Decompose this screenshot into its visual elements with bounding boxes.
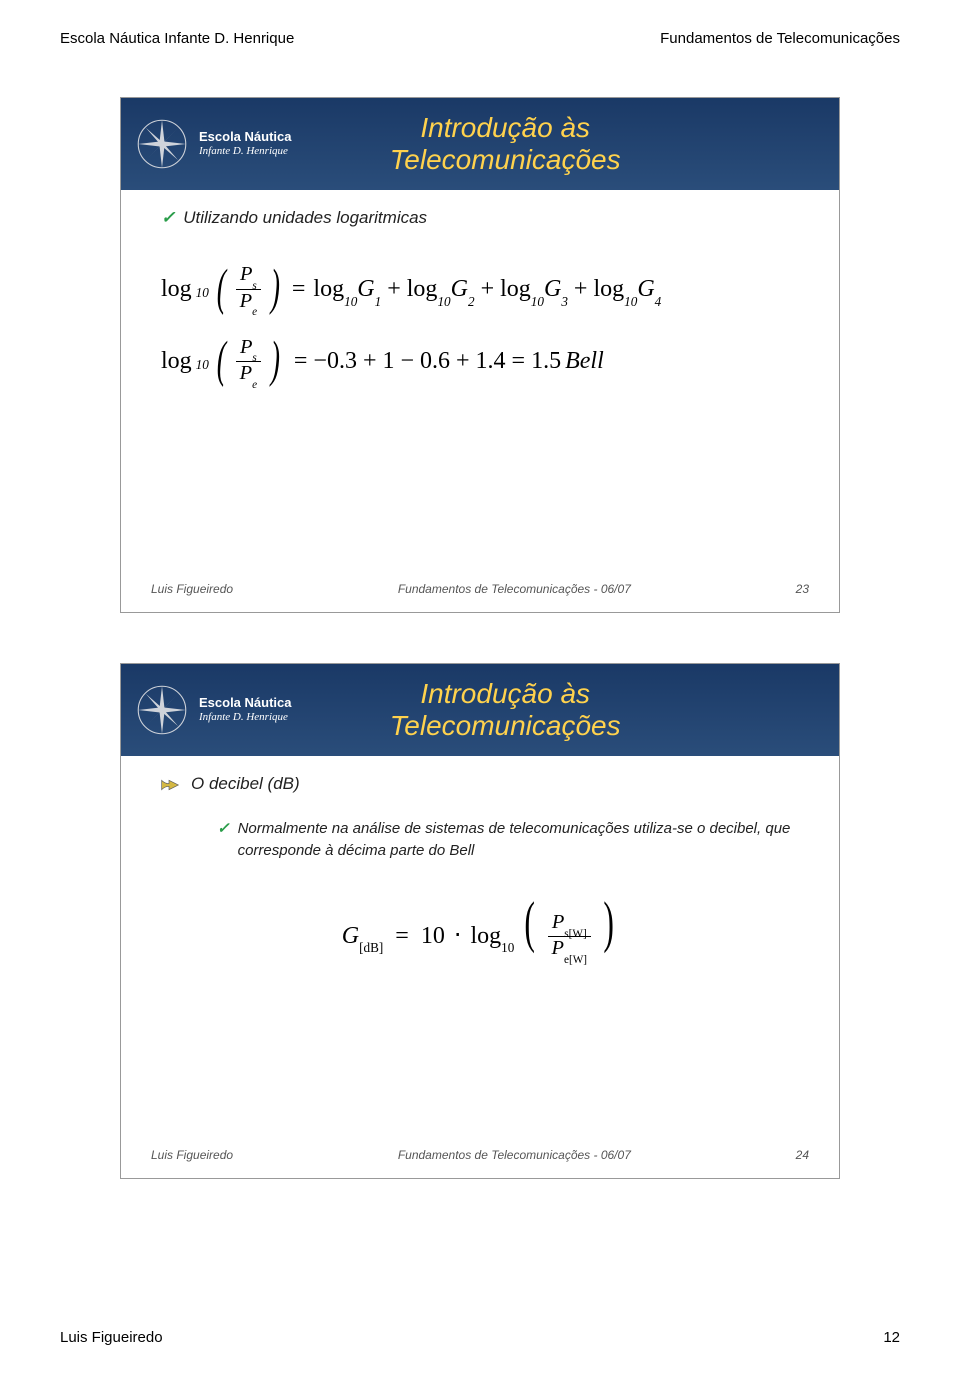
slide-footer: Luis Figueiredo Fundamentos de Telecomun… bbox=[121, 1136, 839, 1178]
footer-course: Fundamentos de Telecomunicações - 06/07 bbox=[398, 582, 631, 596]
logo-block: Escola Náutica Infante D. Henrique bbox=[135, 683, 292, 737]
num-sub3: s[W] bbox=[564, 928, 586, 940]
header-left: Escola Náutica Infante D. Henrique bbox=[60, 30, 294, 47]
title-line1b: Introdução às bbox=[420, 678, 590, 709]
title-line2b: Telecomunicações bbox=[390, 710, 621, 741]
title-line1: Introdução às bbox=[420, 112, 590, 143]
log-sym2: log bbox=[161, 330, 192, 392]
compass-icon bbox=[135, 117, 189, 171]
sub-bullet: ✓ Normalmente na análise de sistemas de … bbox=[217, 818, 799, 862]
header-right: Fundamentos de Telecomunicações bbox=[660, 30, 900, 47]
frac2: Ps Pe bbox=[236, 336, 261, 388]
num-sub2: s bbox=[252, 352, 256, 364]
den-sub3: e[W] bbox=[564, 954, 587, 966]
slide-24: Escola Náutica Infante D. Henrique Intro… bbox=[120, 663, 840, 1179]
den-sub2: e bbox=[252, 379, 257, 391]
den-P3: P bbox=[552, 937, 564, 959]
G-sym: G bbox=[342, 923, 359, 949]
slide-title: Introdução às Telecomunicações bbox=[295, 678, 715, 742]
num-P: P bbox=[240, 263, 252, 285]
num-P2: P bbox=[240, 336, 252, 358]
school-sub: Infante D. Henrique bbox=[199, 711, 292, 724]
footer-course2: Fundamentos de Telecomunicações - 06/07 bbox=[398, 1148, 631, 1162]
arrow-icon bbox=[161, 778, 181, 792]
check-icon: ✓ bbox=[161, 208, 175, 228]
school-name: Escola Náutica bbox=[199, 696, 292, 711]
G-sub: [dB] bbox=[359, 940, 383, 955]
slide-title: Introdução às Telecomunicações bbox=[295, 112, 715, 176]
dot-sym: ⋅ bbox=[454, 923, 462, 949]
eq-sign: = bbox=[292, 258, 306, 320]
slide-footer: Luis Figueiredo Fundamentos de Telecomun… bbox=[121, 570, 839, 612]
footer-author2: Luis Figueiredo bbox=[151, 1148, 233, 1162]
compass-icon bbox=[135, 683, 189, 737]
page-header: Escola Náutica Infante D. Henrique Funda… bbox=[60, 30, 900, 47]
rhs: log10G1 + log10G2 + log10G3 + log10G4 bbox=[313, 258, 661, 320]
slide-header: Escola Náutica Infante D. Henrique Intro… bbox=[121, 98, 839, 190]
den-P: P bbox=[240, 290, 252, 312]
paren-r-icon: ) bbox=[271, 339, 280, 379]
slide-header: Escola Náutica Infante D. Henrique Intro… bbox=[121, 664, 839, 756]
frac3: Ps[W] Pe[W] bbox=[548, 911, 592, 963]
slide-body: ✓ Utilizando unidades logaritmicas log10… bbox=[121, 190, 839, 570]
sub-bullet-text: Normalmente na análise de sistemas de te… bbox=[238, 818, 799, 862]
title-line2: Telecomunicações bbox=[390, 144, 621, 175]
paren-r-icon: ) bbox=[271, 267, 280, 307]
footer-author: Luis Figueiredo bbox=[151, 582, 233, 596]
page-footer: Luis Figueiredo 12 bbox=[60, 1329, 900, 1346]
school-text: Escola Náutica Infante D. Henrique bbox=[199, 696, 292, 724]
school-text: Escola Náutica Infante D. Henrique bbox=[199, 130, 292, 158]
slide-body: O decibel (dB) ✓ Normalmente na análise … bbox=[121, 756, 839, 1136]
paren-r-icon: ) bbox=[603, 900, 614, 946]
footer-page: 23 bbox=[796, 582, 809, 596]
heading-text: O decibel (dB) bbox=[191, 774, 300, 794]
log-sym3: log bbox=[470, 923, 501, 949]
page-footer-right: 12 bbox=[883, 1329, 900, 1346]
equation-1: log10 ( Ps Pe ) = log10G1 + log10G2 + lo… bbox=[161, 258, 799, 320]
equation-2: log10 ( Ps Pe ) = −0.3 + 1 − 0.6 + 1.4 =… bbox=[161, 330, 799, 392]
equation-g: G[dB] = 10 ⋅ log10 ( Ps[W] Pe[W] ) bbox=[161, 902, 799, 963]
log-sub3: 10 bbox=[501, 940, 514, 955]
paren-l-icon: ( bbox=[217, 339, 226, 379]
eq2-unit: Bell bbox=[565, 330, 604, 392]
num-P3: P bbox=[552, 911, 564, 933]
bullet: ✓ Utilizando unidades logaritmicas bbox=[161, 208, 799, 228]
den-P2: P bbox=[240, 362, 252, 384]
math-block: log10 ( Ps Pe ) = log10G1 + log10G2 + lo… bbox=[161, 258, 799, 393]
coef: 10 bbox=[421, 923, 445, 949]
frac: Ps Pe bbox=[236, 263, 261, 315]
heading-bullet: O decibel (dB) bbox=[161, 774, 799, 794]
eq2-rhs: = −0.3 + 1 − 0.6 + 1.4 = 1.5 bbox=[294, 330, 561, 392]
page: Escola Náutica Infante D. Henrique Funda… bbox=[0, 0, 960, 1384]
log-sym: log bbox=[161, 258, 192, 320]
log-sub2: 10 bbox=[196, 348, 209, 382]
den-sub: e bbox=[252, 306, 257, 318]
logo-block: Escola Náutica Infante D. Henrique bbox=[135, 117, 292, 171]
school-name: Escola Náutica bbox=[199, 130, 292, 145]
num-sub: s bbox=[252, 280, 256, 292]
footer-page2: 24 bbox=[796, 1148, 809, 1162]
school-sub: Infante D. Henrique bbox=[199, 145, 292, 158]
check-icon: ✓ bbox=[217, 818, 230, 840]
paren-l-icon: ( bbox=[217, 267, 226, 307]
page-footer-left: Luis Figueiredo bbox=[60, 1329, 163, 1346]
log-sub: 10 bbox=[196, 276, 209, 310]
slide-23: Escola Náutica Infante D. Henrique Intro… bbox=[120, 97, 840, 613]
bullet-text: Utilizando unidades logaritmicas bbox=[183, 208, 427, 228]
paren-l-icon: ( bbox=[525, 900, 536, 946]
eq-sign: = bbox=[395, 923, 409, 949]
